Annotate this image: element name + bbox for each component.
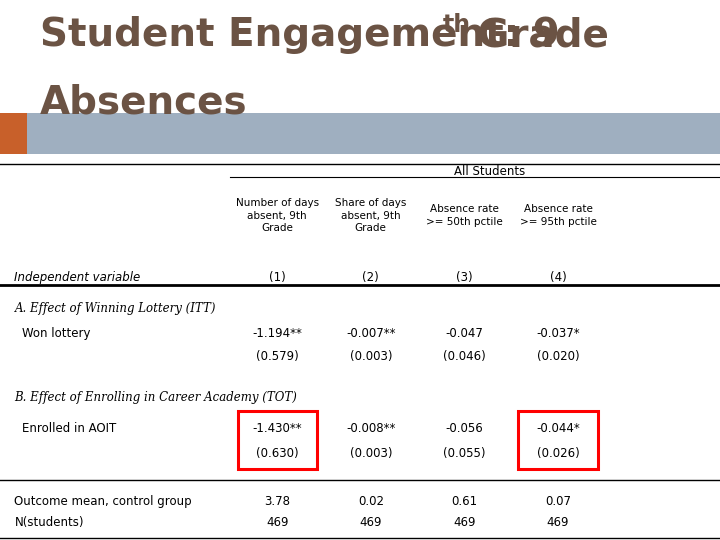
Text: (0.579): (0.579)	[256, 350, 299, 363]
Text: (0.055): (0.055)	[443, 447, 486, 460]
Text: (3): (3)	[456, 271, 473, 284]
Text: Won lottery: Won lottery	[22, 327, 90, 340]
Text: Share of days
absent, 9th
Grade: Share of days absent, 9th Grade	[335, 198, 407, 233]
Text: 469: 469	[266, 516, 289, 529]
Bar	[238, 410, 317, 469]
Text: -0.056: -0.056	[446, 422, 483, 435]
Text: N(students): N(students)	[14, 516, 84, 529]
Text: -0.037*: -0.037*	[536, 327, 580, 340]
Text: 469: 469	[453, 516, 476, 529]
Text: 3.78: 3.78	[264, 495, 290, 508]
Text: (0.020): (0.020)	[536, 350, 580, 363]
Text: Enrolled in AOIT: Enrolled in AOIT	[22, 422, 116, 435]
Text: -0.047: -0.047	[446, 327, 483, 340]
Text: All Students: All Students	[454, 165, 525, 178]
Text: A. Effect of Winning Lottery (ITT): A. Effect of Winning Lottery (ITT)	[14, 302, 216, 315]
Text: (0.003): (0.003)	[349, 350, 392, 363]
Text: (0.630): (0.630)	[256, 447, 299, 460]
Bar	[518, 410, 598, 469]
Text: B. Effect of Enrolling in Career Academy (TOT): B. Effect of Enrolling in Career Academy…	[14, 390, 297, 403]
Text: Grade: Grade	[464, 16, 609, 54]
Text: 0.07: 0.07	[545, 495, 571, 508]
Text: th: th	[443, 14, 471, 37]
Text: Absence rate
>= 95th pctile: Absence rate >= 95th pctile	[520, 205, 596, 227]
Text: (0.046): (0.046)	[443, 350, 486, 363]
Text: -1.430**: -1.430**	[253, 422, 302, 435]
Text: Student Engagement: 9: Student Engagement: 9	[40, 16, 559, 54]
Text: Number of days
absent, 9th
Grade: Number of days absent, 9th Grade	[235, 198, 319, 233]
Text: 0.61: 0.61	[451, 495, 477, 508]
Text: -0.008**: -0.008**	[346, 422, 395, 435]
Text: Outcome mean, control group: Outcome mean, control group	[14, 495, 192, 508]
Text: (0.003): (0.003)	[349, 447, 392, 460]
Text: (4): (4)	[549, 271, 567, 284]
Text: (0.026): (0.026)	[536, 447, 580, 460]
Text: (2): (2)	[362, 271, 379, 284]
Text: 0.02: 0.02	[358, 495, 384, 508]
Text: (1): (1)	[269, 271, 286, 284]
Text: -0.044*: -0.044*	[536, 422, 580, 435]
Text: 469: 469	[359, 516, 382, 529]
Text: -1.194**: -1.194**	[252, 327, 302, 340]
Text: 469: 469	[546, 516, 570, 529]
Text: Absence rate
>= 50th pctile: Absence rate >= 50th pctile	[426, 205, 503, 227]
Text: Absences: Absences	[40, 84, 247, 122]
Text: Independent variable: Independent variable	[14, 271, 140, 284]
Text: -0.007**: -0.007**	[346, 327, 395, 340]
